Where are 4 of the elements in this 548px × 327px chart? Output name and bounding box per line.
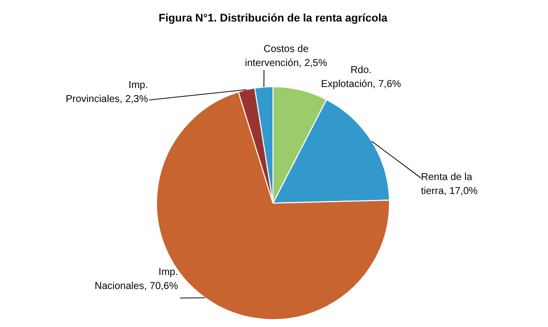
- slice-label: Renta de la tierra, 17,0%: [421, 172, 478, 197]
- slice-label: Imp. Provinciales, 2,3%: [66, 80, 148, 105]
- slice-label: Imp. Nacionales, 70,6%: [94, 266, 178, 292]
- chart-title: Figura N°1. Distribución de la renta agrícola: [158, 12, 388, 25]
